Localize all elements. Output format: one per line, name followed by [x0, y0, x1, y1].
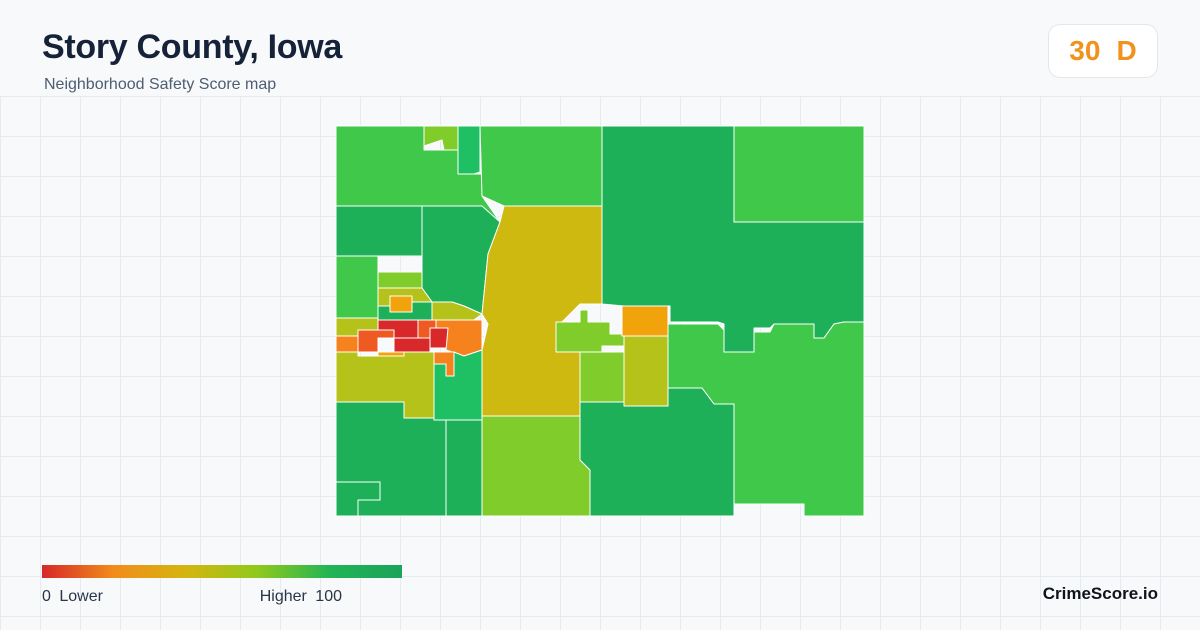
legend-high: Higher 100 — [256, 588, 342, 606]
region-southeast-dark[interactable] — [579, 387, 735, 517]
legend-max-value: 100 — [315, 588, 342, 605]
region-west-small-a[interactable] — [335, 255, 379, 319]
county-map-svg — [335, 125, 865, 517]
region-east-olive-block[interactable] — [623, 335, 669, 407]
legend-labels: 0 Lower Higher 100 — [42, 588, 342, 608]
region-south-center-lightgreen[interactable] — [481, 415, 591, 517]
region-west-band-lightgreen[interactable] — [377, 271, 423, 289]
region-east-amber-block[interactable] — [621, 305, 669, 337]
legend-gradient-bar — [42, 565, 402, 578]
region-northeast-corner[interactable] — [733, 125, 865, 223]
region-city-amber-south[interactable] — [377, 351, 405, 357]
region-north-strip-teal[interactable] — [457, 125, 481, 175]
region-city-southwest-orange[interactable] — [335, 335, 359, 353]
region-north-strip-lightgreen[interactable] — [423, 125, 459, 151]
region-city-orange-red-a[interactable] — [357, 329, 395, 353]
brand-logo-text[interactable]: CrimeScore.io — [1042, 584, 1158, 603]
legend-low: 0 Lower — [42, 588, 107, 606]
page-title: Story County, Iowa — [42, 28, 342, 66]
page-subtitle: Neighborhood Safety Score map — [44, 76, 277, 93]
score-value: 30 — [1069, 35, 1101, 66]
region-city-red-c[interactable] — [429, 327, 449, 349]
county-map — [334, 124, 866, 518]
legend-max-label: Higher — [259, 588, 307, 605]
region-south-narrow[interactable] — [433, 419, 483, 517]
region-southwest-corner[interactable] — [335, 481, 381, 517]
region-city-amber[interactable] — [389, 295, 413, 313]
score-grade: D — [1116, 35, 1137, 66]
header — [0, 0, 1200, 96]
legend-min-value: 0 — [42, 588, 51, 605]
region-northeast-large[interactable] — [601, 125, 865, 353]
region-east-lightgreen-block[interactable] — [579, 351, 625, 403]
region-north-center[interactable] — [479, 125, 603, 207]
legend-min-label: Lower — [59, 588, 103, 605]
score-badge: 30 D — [1048, 24, 1158, 78]
